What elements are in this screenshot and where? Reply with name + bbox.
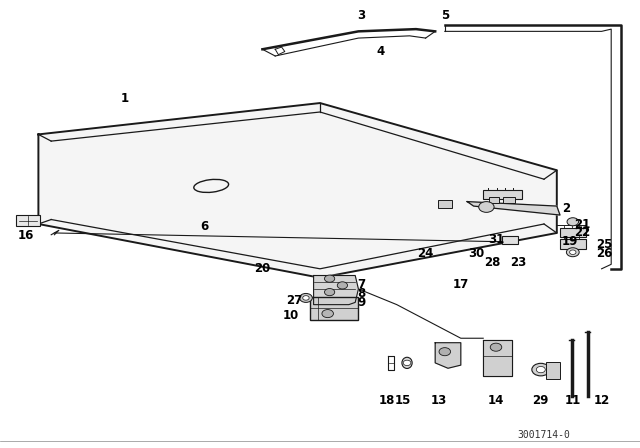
- Circle shape: [439, 348, 451, 356]
- Text: 11: 11: [564, 394, 581, 408]
- Circle shape: [570, 250, 576, 254]
- Polygon shape: [483, 340, 512, 376]
- Polygon shape: [38, 103, 557, 278]
- Polygon shape: [314, 276, 358, 305]
- Text: 31: 31: [488, 233, 504, 246]
- Text: 20: 20: [254, 262, 271, 276]
- FancyBboxPatch shape: [560, 239, 586, 249]
- Text: 29: 29: [532, 394, 549, 408]
- Ellipse shape: [194, 179, 228, 193]
- FancyBboxPatch shape: [489, 197, 499, 203]
- FancyBboxPatch shape: [546, 362, 560, 379]
- Text: 24: 24: [417, 246, 434, 260]
- Text: 28: 28: [484, 255, 501, 269]
- Text: 23: 23: [510, 255, 527, 269]
- Circle shape: [324, 289, 335, 296]
- Text: 8: 8: [358, 287, 365, 300]
- Circle shape: [567, 218, 579, 226]
- Circle shape: [479, 202, 494, 212]
- Polygon shape: [467, 202, 560, 215]
- Text: 14: 14: [488, 394, 504, 408]
- Text: 21: 21: [574, 217, 591, 231]
- Circle shape: [490, 343, 502, 351]
- Circle shape: [566, 248, 579, 257]
- Text: 6: 6: [201, 220, 209, 233]
- Circle shape: [536, 366, 545, 373]
- Text: 26: 26: [596, 246, 613, 260]
- Text: 18: 18: [379, 394, 396, 408]
- FancyBboxPatch shape: [438, 200, 452, 208]
- FancyBboxPatch shape: [483, 190, 522, 199]
- Text: 4: 4: [377, 45, 385, 58]
- Circle shape: [300, 293, 312, 302]
- Text: 10: 10: [283, 309, 300, 323]
- FancyBboxPatch shape: [16, 215, 40, 226]
- FancyBboxPatch shape: [502, 236, 518, 244]
- Text: 9: 9: [358, 296, 365, 309]
- Text: 16: 16: [17, 228, 34, 242]
- Text: 1: 1: [121, 92, 129, 105]
- Circle shape: [403, 360, 411, 366]
- Text: 19: 19: [561, 235, 578, 249]
- Text: 22: 22: [574, 226, 591, 240]
- Text: 15: 15: [395, 394, 412, 408]
- Text: 12: 12: [593, 394, 610, 408]
- Text: 13: 13: [430, 394, 447, 408]
- Text: 5: 5: [441, 9, 449, 22]
- FancyBboxPatch shape: [310, 297, 358, 320]
- Text: 25: 25: [596, 237, 613, 251]
- Circle shape: [303, 296, 309, 300]
- Text: 3001714-0: 3001714-0: [518, 430, 570, 439]
- Circle shape: [337, 282, 348, 289]
- Text: 30: 30: [468, 246, 485, 260]
- Circle shape: [322, 310, 333, 318]
- Text: 3: 3: [358, 9, 365, 22]
- Text: 17: 17: [452, 278, 469, 291]
- Polygon shape: [435, 343, 461, 368]
- Ellipse shape: [402, 358, 412, 368]
- Text: 2: 2: [563, 202, 570, 215]
- Circle shape: [324, 275, 335, 282]
- Text: 27: 27: [286, 293, 303, 307]
- Circle shape: [532, 363, 550, 376]
- FancyBboxPatch shape: [503, 197, 515, 203]
- Text: 7: 7: [358, 278, 365, 291]
- FancyBboxPatch shape: [560, 228, 586, 237]
